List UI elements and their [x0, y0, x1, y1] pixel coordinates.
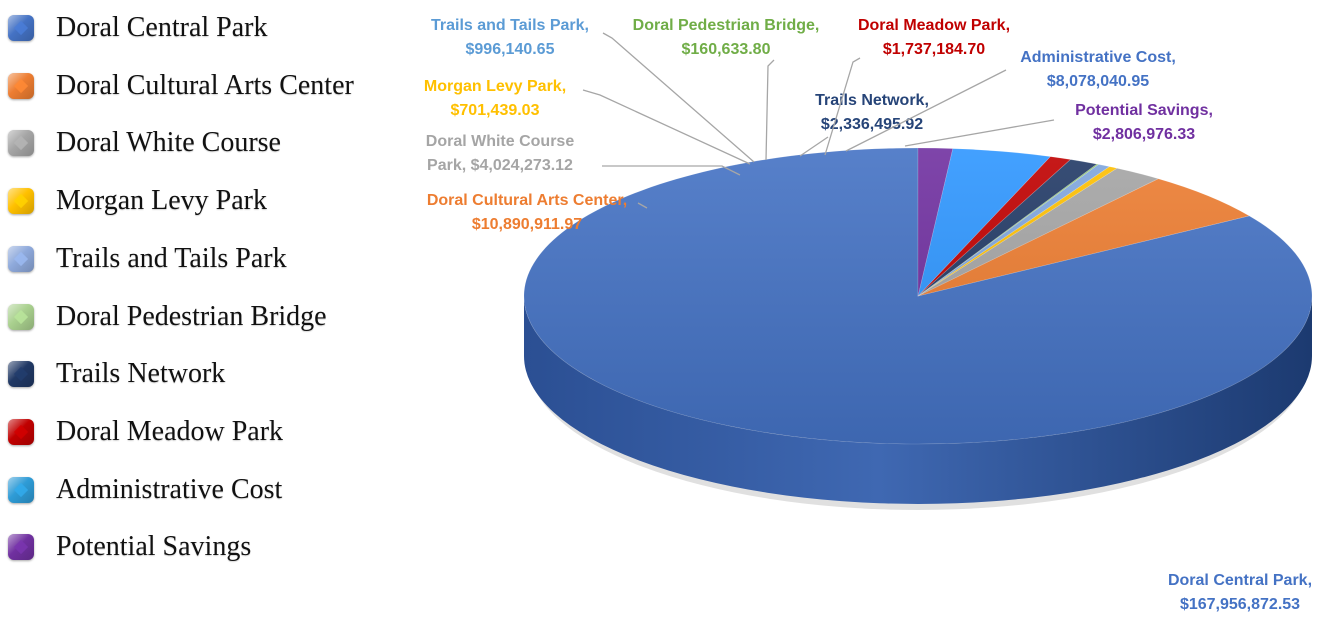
data-label: Doral Cultural Arts Center, $10,890,911.9… [427, 192, 627, 233]
data-label: Doral White Course Park, $4,024,273.12 [426, 133, 575, 174]
leader-line [824, 57, 861, 156]
data-label-line: $2,806,976.33 [1093, 126, 1195, 143]
legend-item: Morgan Levy Park [8, 181, 267, 221]
leader-line [765, 59, 775, 161]
legend-label: Doral Cultural Arts Center [56, 69, 354, 101]
legend-item: Doral Pedestrian Bridge [8, 297, 327, 337]
legend-item: Administrative Cost [8, 470, 282, 510]
legend-swatch [8, 303, 34, 330]
data-label-line: Trails Network, [815, 92, 929, 109]
legend-swatch [8, 15, 34, 41]
data-label-line: $1,737,184.70 [883, 41, 985, 58]
data-label: Doral Pedestrian Bridge, $160,633.80 [633, 17, 820, 58]
legend-swatch [8, 130, 34, 157]
legend-swatch [8, 188, 34, 215]
data-label-line: $701,439.03 [451, 102, 540, 119]
data-label: Potential Savings, $2,806,976.33 [1075, 102, 1213, 143]
data-label-line: $8,078,040.95 [1047, 73, 1149, 90]
data-label-line: Doral Pedestrian Bridge, [633, 17, 820, 34]
data-label: Doral Central Park, $167,956,872.53 [1168, 572, 1312, 613]
legend-label: Potential Savings [56, 531, 252, 563]
data-label-line: $996,140.65 [466, 41, 555, 58]
legend-swatch [8, 476, 34, 503]
legend-item: Doral Meadow Park [8, 412, 283, 452]
legend-item: Doral White Course [8, 123, 281, 163]
data-label: Doral Meadow Park, $1,737,184.70 [858, 17, 1010, 58]
legend-label: Trails and Tails Park [56, 242, 287, 274]
legend-label: Trails Network [56, 358, 226, 390]
legend-label: Doral Pedestrian Bridge [56, 300, 327, 332]
data-label: Morgan Levy Park, $701,439.03 [424, 78, 566, 119]
data-label-line: $10,890,911.97 [472, 216, 582, 233]
legend-item: Trails and Tails Park [8, 239, 287, 279]
legend-label: Doral Central Park [56, 12, 268, 43]
leader-line [904, 119, 1055, 147]
legend-swatch [8, 245, 34, 272]
data-label-line: $2,336,495.92 [821, 116, 923, 133]
legend-item: Trails Network [8, 354, 225, 394]
legend-item: Doral Central Park [8, 8, 268, 48]
legend-swatch [8, 418, 34, 445]
leader-line [602, 165, 741, 176]
data-label: Trails and Tails Park, $996,140.65 [431, 17, 589, 58]
data-label-line: Morgan Levy Park, [424, 78, 566, 95]
data-label-line: Doral White Course [426, 133, 575, 150]
data-label-line: Potential Savings, [1075, 102, 1213, 119]
data-label-line: Doral Central Park, [1168, 572, 1312, 589]
data-label-line: Doral Meadow Park, [858, 17, 1010, 34]
legend-label: Doral Meadow Park [56, 415, 284, 447]
legend-item: Doral Cultural Arts Center [8, 66, 354, 106]
legend-swatch [8, 361, 34, 388]
legend-label: Doral White Course [56, 127, 281, 159]
data-label-line: Doral Cultural Arts Center, [427, 192, 627, 209]
pie-slice-side [524, 296, 1312, 504]
leader-line [582, 89, 751, 165]
legend-item: Potential Savings [8, 527, 251, 567]
data-label-line: Administrative Cost, [1020, 49, 1176, 66]
data-label-line: Trails and Tails Park, [431, 17, 589, 34]
leader-line [799, 136, 829, 157]
data-label-line: $167,956,872.53 [1180, 596, 1300, 613]
data-label: Administrative Cost, $8,078,040.95 [1020, 49, 1176, 90]
leader-line [637, 202, 648, 209]
legend-label: Morgan Levy Park [56, 185, 267, 217]
data-label-line: $160,633.80 [682, 41, 771, 58]
data-label: Trails Network, $2,336,495.92 [815, 92, 929, 133]
legend-swatch [8, 72, 34, 99]
legend-label: Administrative Cost [56, 473, 283, 505]
pie-sheen [524, 148, 1312, 444]
leader-line [602, 32, 755, 163]
data-label-line: Park, $4,024,273.12 [427, 157, 573, 174]
legend-swatch [8, 534, 34, 561]
leader-line [845, 69, 1007, 152]
